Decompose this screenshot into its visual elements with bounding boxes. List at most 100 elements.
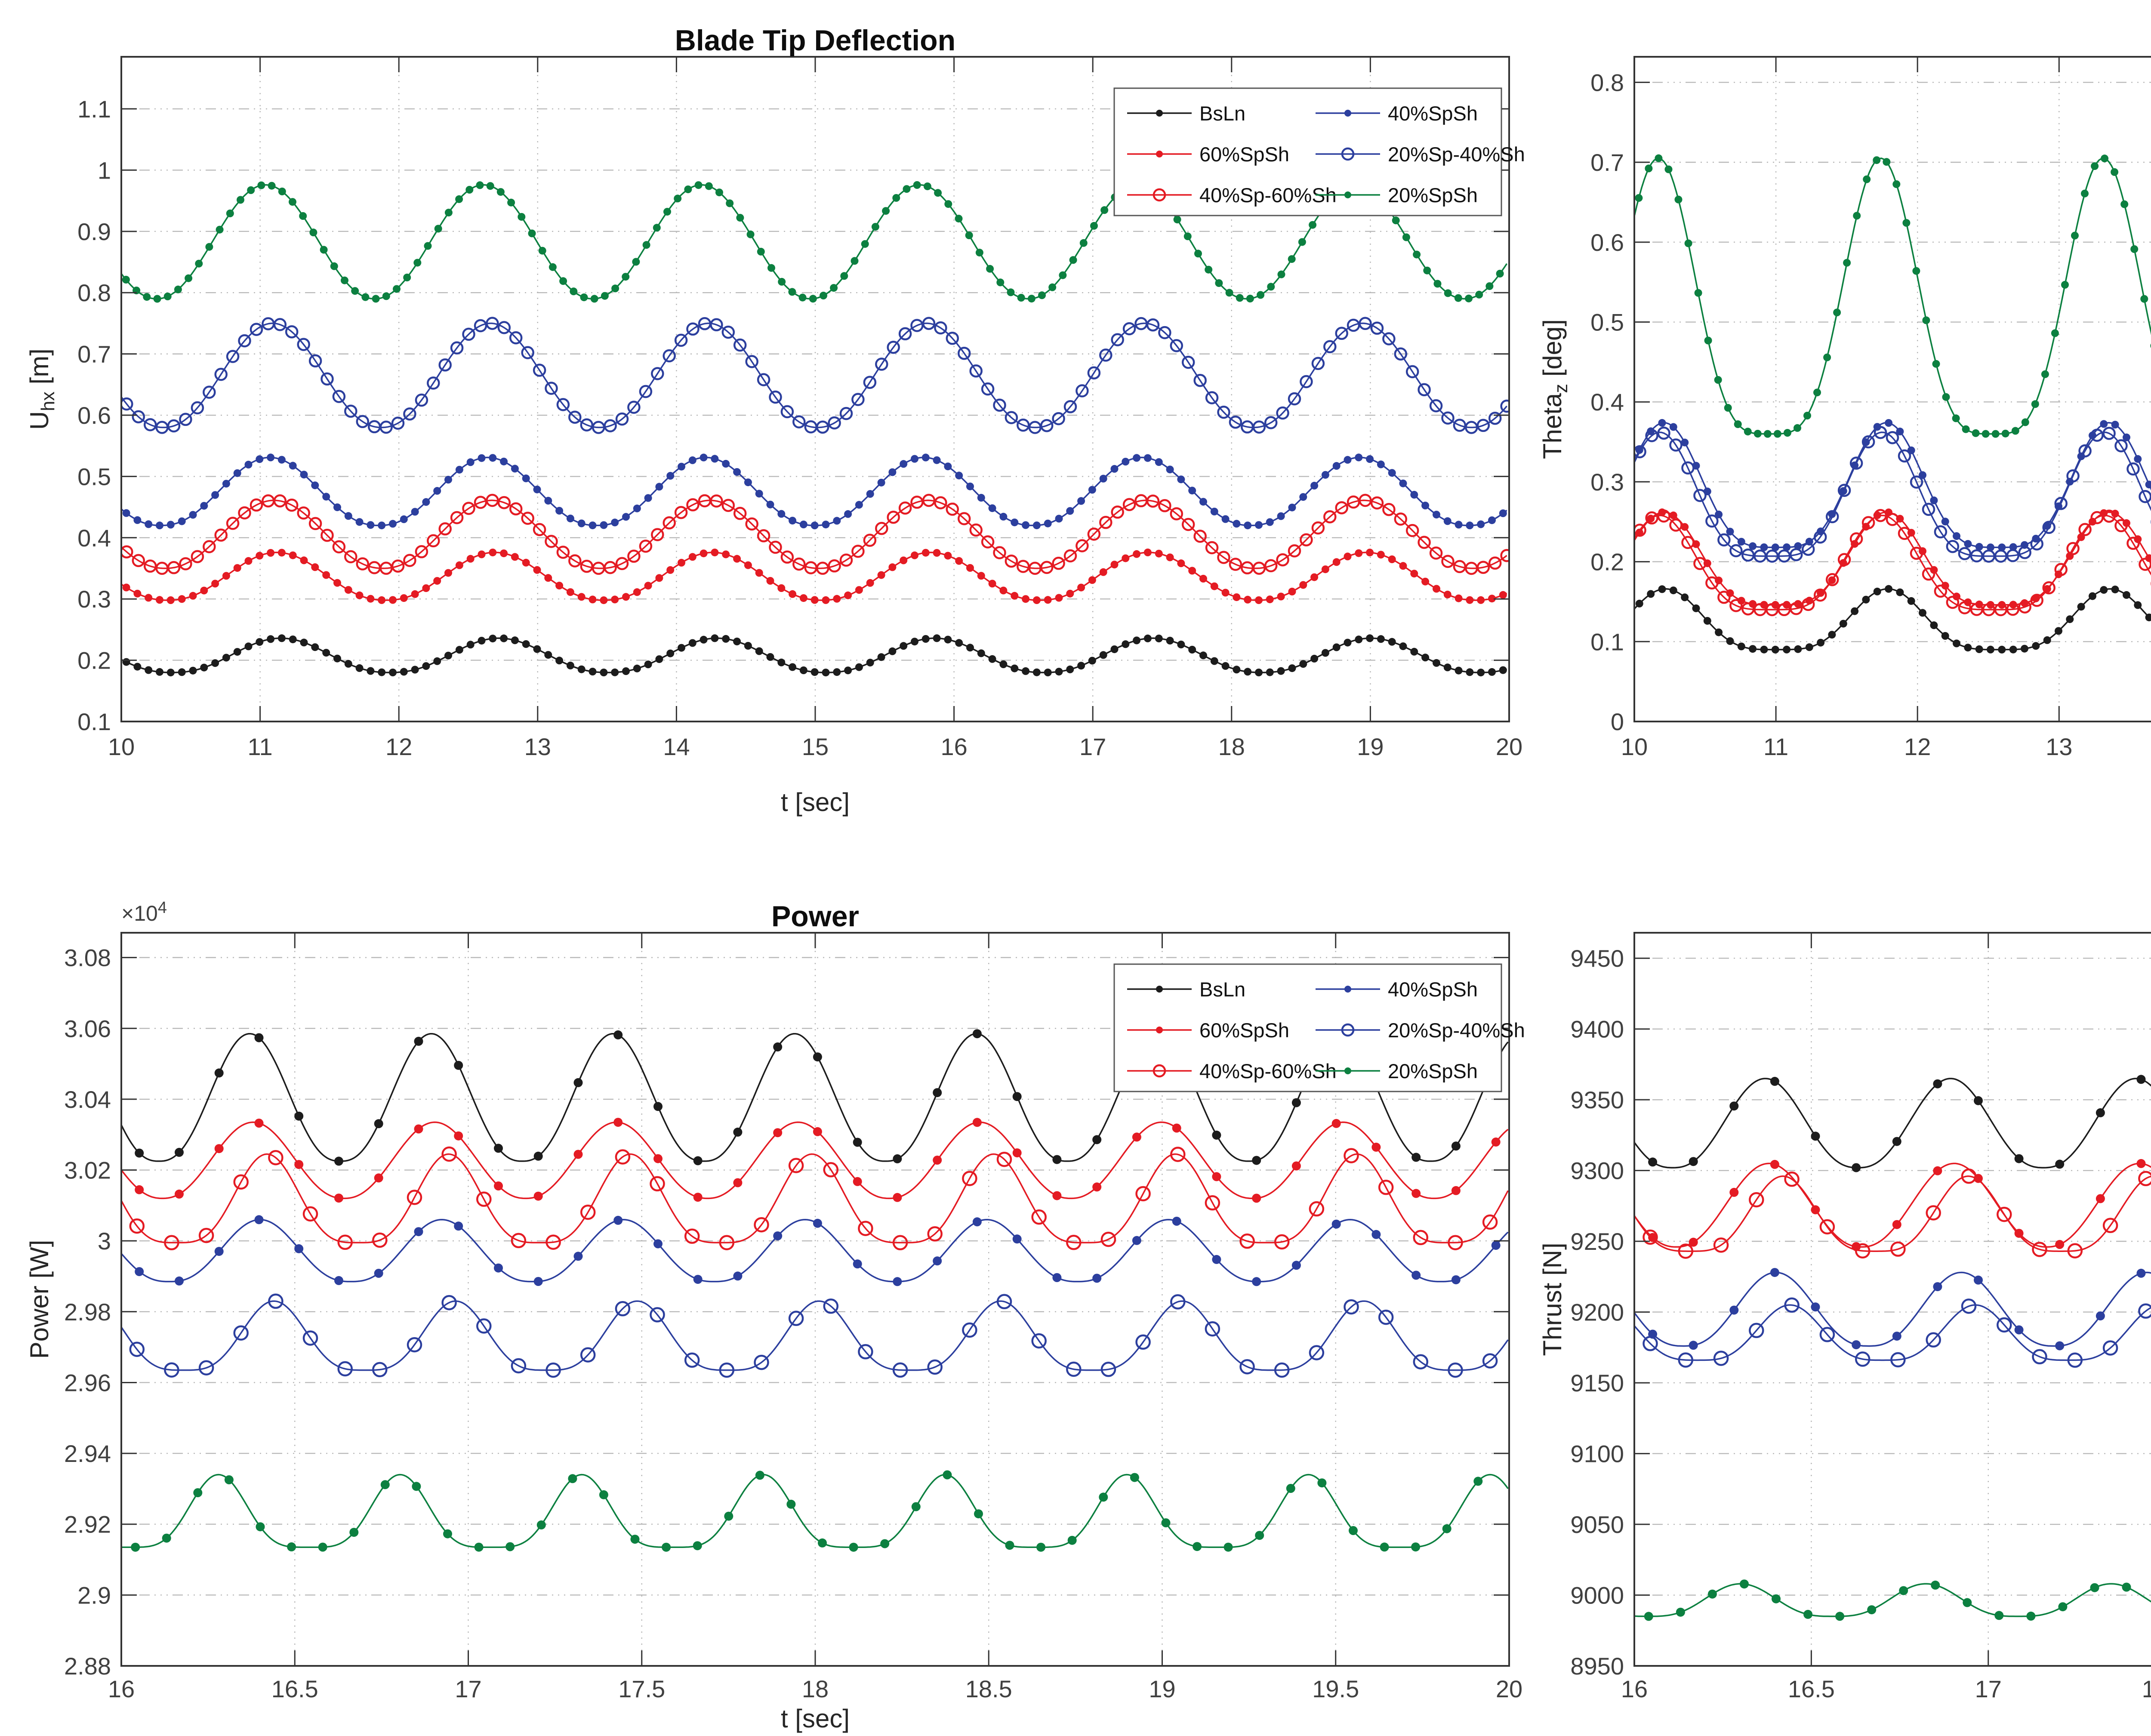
- dot-marker: [378, 521, 386, 530]
- x-tick-label: 16: [940, 733, 967, 760]
- dot-marker: [1092, 1135, 1102, 1144]
- dot-marker: [1974, 1275, 1983, 1285]
- dot-marker: [1892, 1220, 1901, 1229]
- dot-marker: [443, 1529, 452, 1539]
- dot-marker: [1100, 206, 1109, 214]
- dot-marker: [966, 482, 974, 490]
- dot-marker: [877, 571, 885, 579]
- dot-marker: [267, 635, 275, 643]
- dot-marker: [507, 198, 515, 207]
- dot-marker: [1155, 458, 1163, 466]
- circle-marker: [1394, 347, 1408, 361]
- dot-marker: [2058, 1602, 2068, 1612]
- dot-marker: [1962, 425, 1970, 433]
- circle-marker: [887, 340, 900, 354]
- dot-marker: [666, 472, 675, 480]
- dot-marker: [2122, 1582, 2131, 1592]
- dot-marker: [175, 1147, 184, 1157]
- x-tick-label: 17: [455, 1675, 481, 1702]
- dot-marker: [1930, 566, 1938, 574]
- dot-marker: [478, 550, 486, 558]
- dot-marker: [189, 511, 197, 519]
- dot-marker: [294, 1160, 304, 1169]
- circle-marker: [121, 397, 133, 411]
- dot-marker: [455, 646, 463, 654]
- dot-marker: [2120, 200, 2129, 208]
- circle-marker: [1170, 1147, 1186, 1162]
- dot-marker: [2100, 420, 2108, 428]
- dot-marker: [1066, 589, 1074, 598]
- dot-marker: [222, 654, 230, 662]
- dot-marker: [1044, 596, 1052, 604]
- legend-dot-marker: [1156, 986, 1163, 993]
- series-markers-40%Sp-60%Sh: [1634, 509, 2151, 617]
- dot-marker: [1402, 233, 1410, 241]
- dot-marker: [1833, 308, 1841, 317]
- dot-marker: [799, 666, 807, 674]
- dot-marker: [494, 1263, 503, 1273]
- dot-marker: [611, 518, 619, 527]
- circle-marker: [391, 416, 405, 430]
- circle-marker: [568, 410, 582, 424]
- dot-marker: [1853, 212, 1861, 220]
- circle-marker: [684, 1228, 700, 1244]
- dot-marker: [678, 558, 685, 567]
- dot-marker: [1344, 638, 1352, 647]
- circle-marker: [1657, 509, 1670, 523]
- dot-marker: [413, 259, 422, 267]
- circle-marker: [1448, 1235, 1463, 1250]
- circle-marker: [1111, 333, 1124, 346]
- dot-marker: [489, 635, 497, 643]
- dot-marker: [810, 596, 819, 604]
- circle-marker: [1645, 429, 1658, 442]
- x-tick-label: 16: [1621, 1675, 1648, 1702]
- circle-marker: [1087, 366, 1101, 379]
- dot-marker: [1803, 1610, 1813, 1619]
- dot-marker: [2081, 189, 2089, 197]
- series-markers-20%Sp-40%Sh: [121, 317, 1509, 434]
- dot-marker: [205, 243, 213, 251]
- dot-marker: [693, 1193, 703, 1202]
- circle-marker: [686, 322, 700, 336]
- circle-marker: [1910, 475, 1923, 489]
- dot-marker: [143, 293, 151, 301]
- circle-marker: [2126, 537, 2140, 550]
- dot-marker: [1210, 657, 1218, 665]
- y-axis-label: Thetaz [deg]: [1538, 319, 1572, 459]
- dot-marker: [822, 596, 830, 604]
- y-tick-label: 0.9: [77, 218, 111, 245]
- circle-marker: [1031, 1333, 1047, 1349]
- dot-marker: [777, 658, 786, 666]
- dot-marker: [1451, 1186, 1461, 1195]
- dot-marker: [1930, 621, 1938, 629]
- dot-marker: [877, 478, 885, 487]
- dot-marker: [965, 231, 973, 239]
- dot-marker: [1244, 668, 1252, 676]
- dot-marker: [851, 257, 859, 265]
- dot-marker: [1692, 604, 1700, 612]
- dot-marker: [355, 591, 364, 599]
- circle-marker: [1300, 533, 1313, 546]
- dot-marker: [1380, 1542, 1389, 1552]
- dot-marker: [422, 584, 430, 592]
- circle-marker: [828, 559, 841, 573]
- dot-marker: [1321, 565, 1329, 574]
- dot-marker: [289, 635, 297, 644]
- y-tick-label: 0.3: [77, 586, 111, 613]
- circle-marker: [1370, 496, 1384, 510]
- dot-marker: [2055, 1240, 2065, 1249]
- circle-marker: [604, 419, 617, 432]
- dot-marker: [633, 664, 641, 672]
- circle-marker: [580, 1204, 596, 1220]
- dot-marker: [974, 1509, 983, 1519]
- dot-marker: [653, 1239, 663, 1249]
- circle-marker: [1413, 1354, 1429, 1369]
- dot-marker: [334, 1156, 343, 1166]
- circle-marker: [497, 496, 511, 509]
- circle-marker: [533, 523, 546, 537]
- dot-marker: [855, 501, 863, 509]
- dot-marker: [1813, 389, 1821, 397]
- series-group: [1634, 1075, 2151, 1621]
- dot-marker: [1998, 645, 2006, 654]
- dot-marker: [622, 593, 630, 601]
